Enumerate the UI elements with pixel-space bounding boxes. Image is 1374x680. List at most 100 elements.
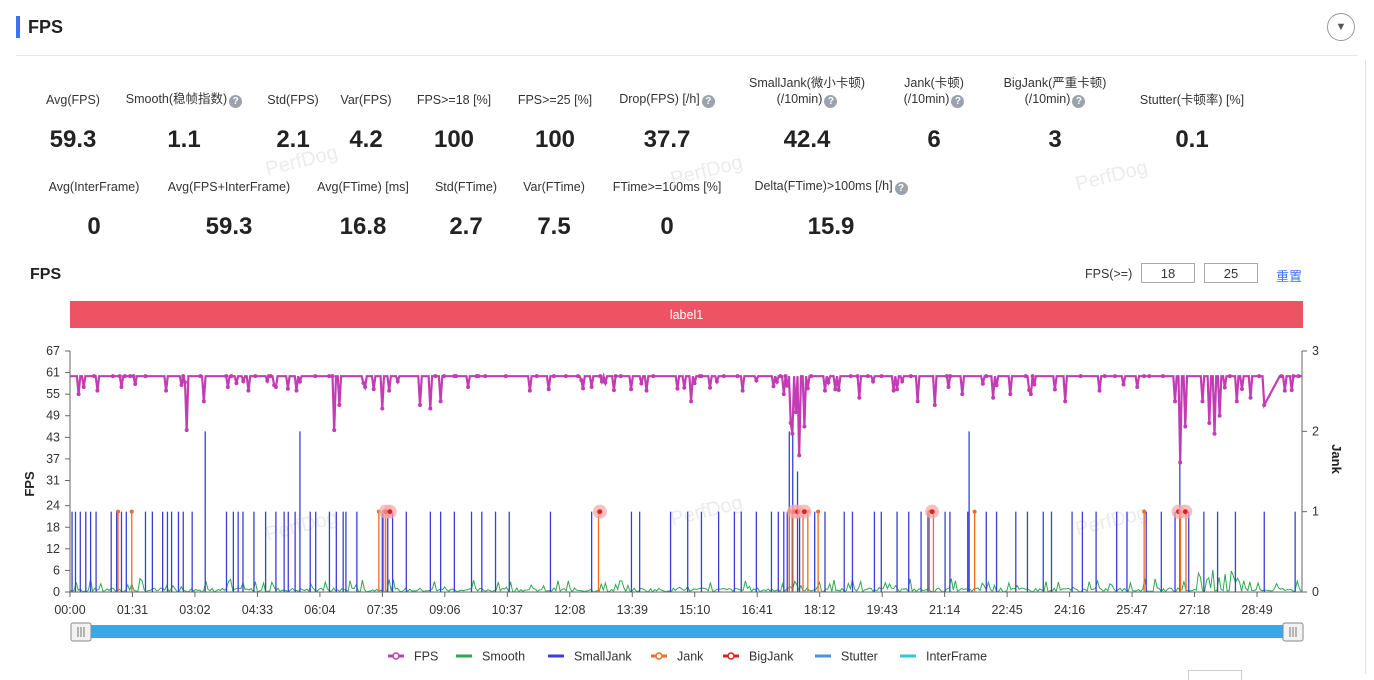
fps-point xyxy=(297,379,302,384)
fps-point xyxy=(474,374,479,379)
fps-threshold-input-2[interactable] xyxy=(1204,263,1258,283)
help-icon[interactable]: ? xyxy=(229,95,243,108)
fps-point xyxy=(332,428,337,433)
fps-point xyxy=(793,410,798,415)
legend-item-bigjank[interactable]: BigJank xyxy=(723,650,794,664)
x-tick-label: 21:14 xyxy=(929,603,960,617)
reset-link[interactable]: 重置 xyxy=(1276,269,1303,284)
fps-point xyxy=(689,399,694,404)
help-icon[interactable]: ? xyxy=(1072,95,1086,108)
metric-value: 4.2 xyxy=(349,126,383,153)
chevron-down-icon: ▼ xyxy=(1335,21,1347,33)
fps-point xyxy=(802,424,807,429)
fps-point xyxy=(714,379,719,384)
metric-label: Avg(FPS+InterFrame) xyxy=(167,180,291,194)
fps-point xyxy=(1178,460,1183,465)
fps-point xyxy=(1142,374,1147,379)
fps-point xyxy=(900,379,905,384)
fps-point xyxy=(1296,374,1301,379)
bigjank-point xyxy=(929,509,935,515)
bigjank-halo xyxy=(382,504,397,519)
fps-point xyxy=(273,384,278,389)
fps-point xyxy=(581,386,586,391)
help-icon[interactable]: ? xyxy=(894,182,908,195)
fps-point xyxy=(267,374,272,379)
fps-point xyxy=(1135,384,1140,389)
help-icon[interactable]: ? xyxy=(951,95,965,108)
smooth-series xyxy=(69,569,1302,594)
collapse-button[interactable]: ▼ xyxy=(1327,13,1355,41)
label-band[interactable]: label1 xyxy=(70,301,1303,328)
fps-point xyxy=(198,374,203,379)
bigjank-halo xyxy=(797,504,812,519)
section-title: FPS xyxy=(28,16,64,37)
fps-point xyxy=(1032,382,1037,387)
x-tick-label: 06:04 xyxy=(304,603,335,617)
bigjank-point xyxy=(387,509,393,515)
fps-point xyxy=(946,384,951,389)
bigjank-halo xyxy=(787,504,802,519)
fps-point xyxy=(95,388,100,393)
fps-point xyxy=(598,374,603,379)
metric-label: FTime>=100ms [%] xyxy=(612,180,722,194)
fps-point xyxy=(92,374,97,379)
bigjank-halo xyxy=(1178,504,1193,519)
legend-item-smooth[interactable]: Smooth xyxy=(456,650,525,664)
legend-label: BigJank xyxy=(749,650,794,664)
fps-point xyxy=(1030,374,1035,379)
fps-point xyxy=(697,374,702,379)
fps-point xyxy=(1102,374,1107,379)
metric-label: Drop(FPS) [/h]? xyxy=(582,91,752,108)
fps-point xyxy=(1063,399,1068,404)
metric-label: Std(FTime) xyxy=(434,180,498,194)
fps-point xyxy=(774,379,779,384)
jank-point xyxy=(381,509,386,514)
legend-item-smalljank[interactable]: SmallJank xyxy=(548,650,632,664)
legend-label: Smooth xyxy=(482,650,525,664)
fps-point xyxy=(182,380,187,385)
fps-point xyxy=(117,374,122,379)
fps-point xyxy=(692,381,697,386)
metric-value: 0 xyxy=(87,213,101,240)
jank-series xyxy=(116,509,1189,592)
fps-point xyxy=(721,374,726,379)
fps-point xyxy=(119,384,124,389)
legend-item-interframe[interactable]: InterFrame xyxy=(900,650,987,664)
legend-label: Stutter xyxy=(841,650,878,664)
bigjank-series xyxy=(378,504,1193,519)
fps-point xyxy=(380,406,385,411)
fps-threshold-input-1[interactable] xyxy=(1141,263,1195,283)
right-divider xyxy=(1365,60,1366,674)
legend-item-jank[interactable]: Jank xyxy=(651,650,704,664)
slider-handle-left[interactable] xyxy=(70,622,92,642)
fps-point xyxy=(589,384,594,389)
slider-handle-right[interactable] xyxy=(1282,622,1304,642)
x-tick-label: 22:45 xyxy=(991,603,1022,617)
jank-point xyxy=(116,509,121,514)
y-left-tick-label: 24 xyxy=(46,499,60,513)
metric-value: 15.9 xyxy=(807,213,855,240)
fps-point xyxy=(128,374,133,379)
fps-point xyxy=(122,374,127,379)
metric-r1-0: Avg(FPS) 59.3 xyxy=(0,68,158,158)
legend-item-fps[interactable]: FPS xyxy=(388,650,438,664)
fps-point xyxy=(579,378,584,383)
fps-point xyxy=(984,374,989,379)
metric-r2-1: Avg(FPS+InterFrame) 59.3 xyxy=(144,155,314,245)
metric-label: Delta(FTime)>100ms [/h]? xyxy=(746,178,916,195)
fps-point xyxy=(805,386,810,391)
fps-point xyxy=(1183,424,1188,429)
help-icon[interactable]: ? xyxy=(824,95,838,108)
fps-point xyxy=(246,388,251,393)
fps-point xyxy=(133,382,138,387)
metric-r1-8: Jank(卡顿) (/10min)? 6 xyxy=(849,68,1019,158)
metric-label: FPS>=18 [%] xyxy=(416,93,492,107)
fps-point xyxy=(1234,399,1239,404)
legend-item-stutter[interactable]: Stutter xyxy=(815,650,878,664)
fps-point xyxy=(783,374,788,379)
jank-point xyxy=(596,509,601,514)
fps-line xyxy=(70,372,1302,463)
fps-point xyxy=(790,431,795,436)
help-icon[interactable]: ? xyxy=(701,95,715,108)
